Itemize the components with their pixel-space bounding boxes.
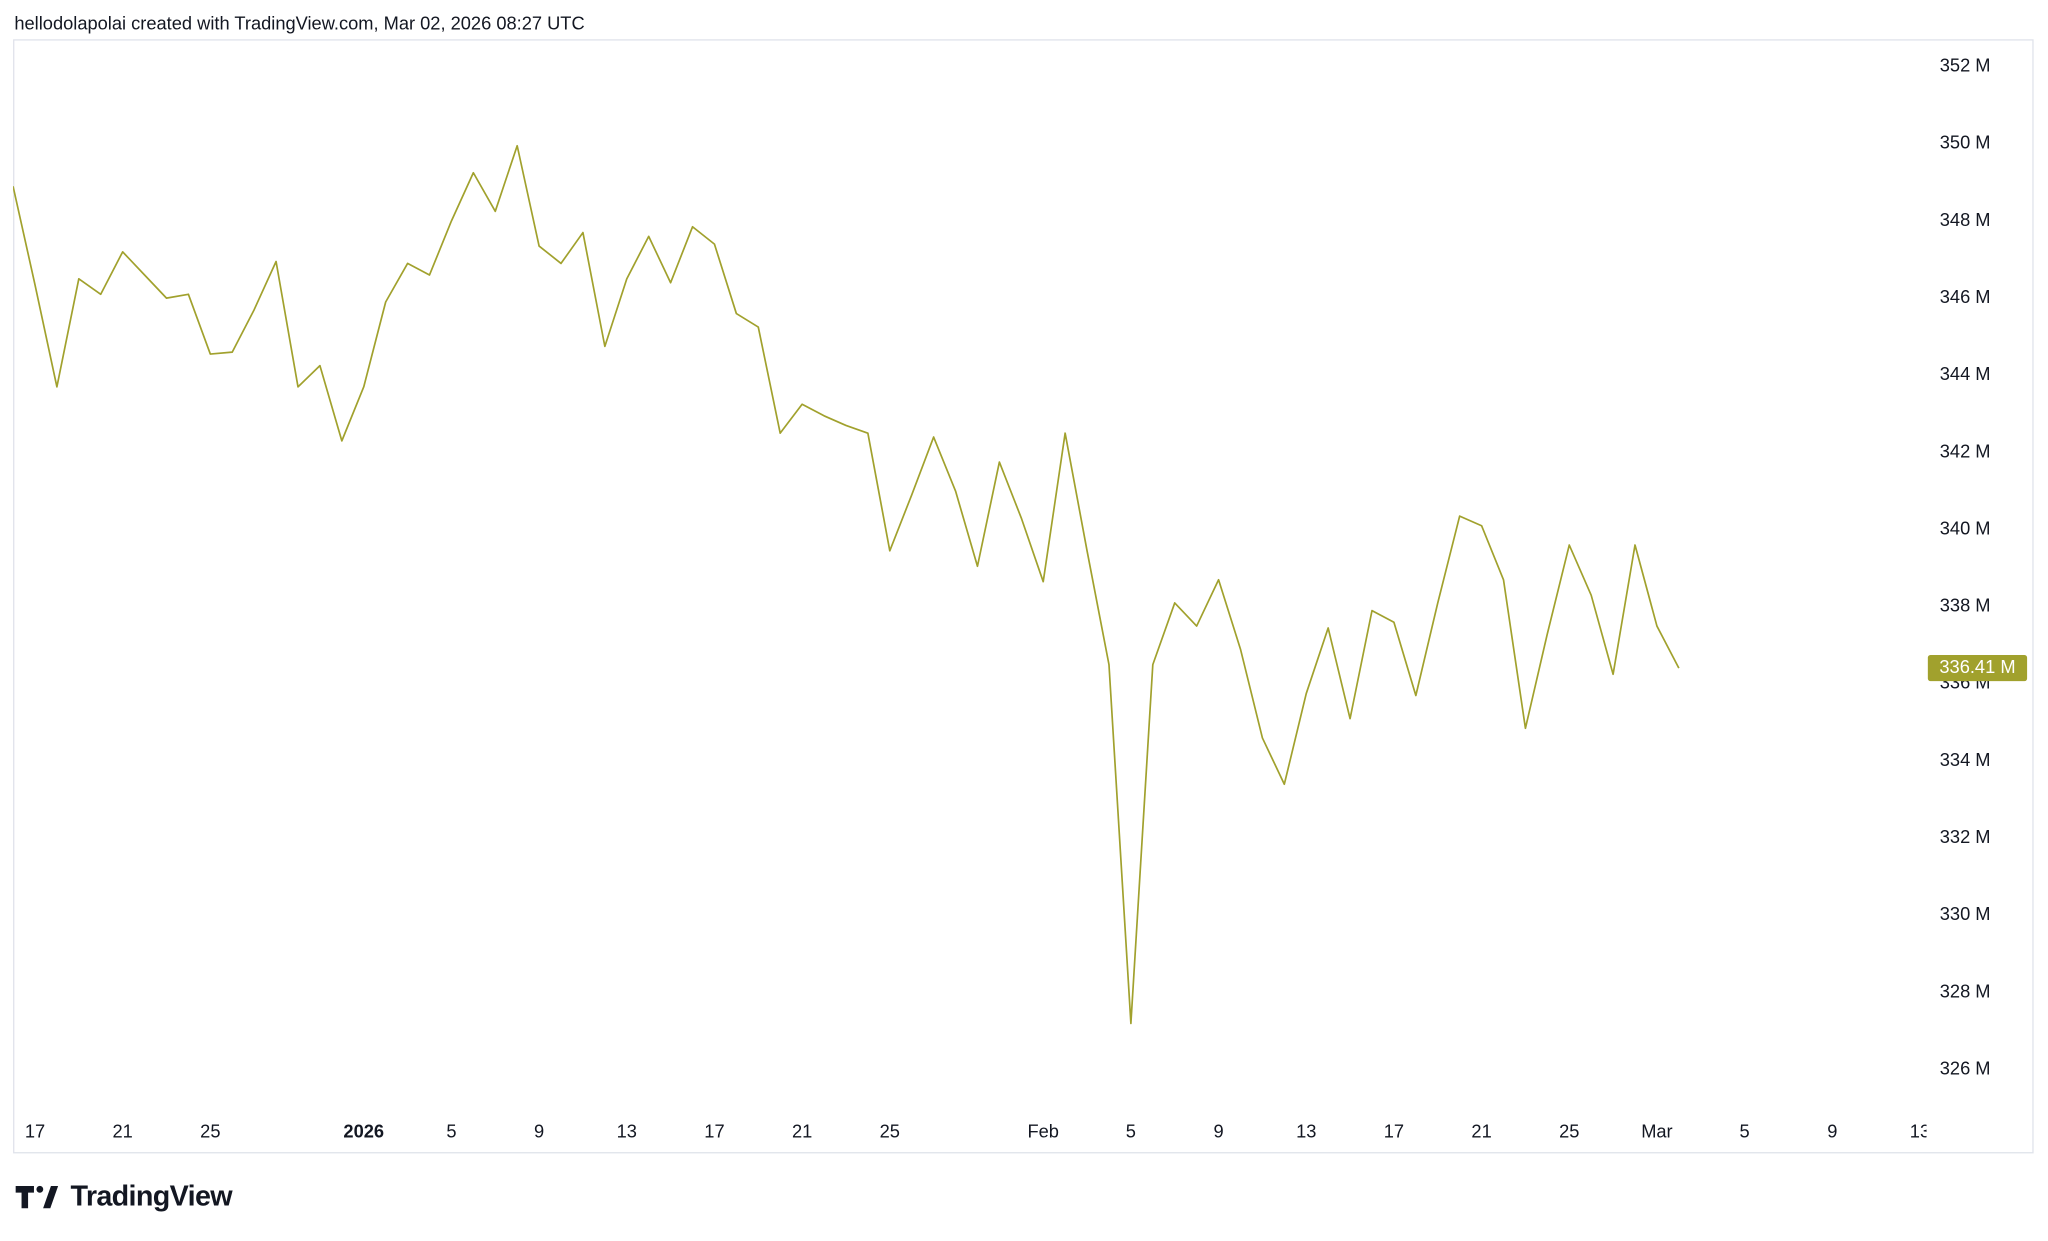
x-tick-label: 9 <box>1213 1120 1223 1141</box>
x-tick-label: 5 <box>446 1120 456 1141</box>
x-tick-label: 17 <box>704 1120 724 1141</box>
x-tick-label: 13 <box>1910 1120 1930 1141</box>
x-tick-label: 25 <box>200 1120 220 1141</box>
y-tick-label: 332 M <box>1940 826 1991 847</box>
logo-icon <box>15 1186 34 1209</box>
x-tick-label: 21 <box>1471 1120 1491 1141</box>
y-axis: 352 M 350 M 348 M 346 M 344 M 342 M 340 M 338 M… <box>1927 54 2028 1079</box>
x-tick-label: 21 <box>792 1120 812 1141</box>
y-tick-label: 326 M <box>1940 1058 1991 1079</box>
x-tick-label: 5 <box>1126 1120 1136 1141</box>
x-tick-label: 2026 <box>343 1120 384 1141</box>
y-tick-label: 344 M <box>1940 363 1991 384</box>
y-tick-label: 342 M <box>1940 440 1991 461</box>
x-tick-label: 5 <box>1740 1120 1750 1141</box>
logo-text: TradingView <box>71 1180 234 1212</box>
y-tick-label: 352 M <box>1940 54 1991 75</box>
x-tick-label: 25 <box>880 1120 900 1141</box>
logo: TradingView <box>15 1180 234 1212</box>
header-text: hellodolapolai created with TradingView.… <box>14 13 584 34</box>
x-tick-label: 17 <box>25 1120 45 1141</box>
x-tick-label: 13 <box>1296 1120 1316 1141</box>
y-tick-label: 338 M <box>1940 595 1991 616</box>
x-tick-label: 17 <box>1384 1120 1404 1141</box>
y-tick-label: 350 M <box>1940 132 1991 153</box>
last-price-tag <box>1927 655 2028 682</box>
price-line <box>13 144 1680 1025</box>
x-tick-label: Feb <box>1027 1120 1058 1141</box>
y-tick-label: 346 M <box>1940 286 1991 307</box>
x-tick-label: 9 <box>1827 1120 1837 1141</box>
x-tick-label: 13 <box>617 1120 637 1141</box>
x-tick-label: 21 <box>112 1120 132 1141</box>
x-axis: 17 21 25 2026 5 9 13 17 21 25 Feb 5 9 13 17 21 25 Mar 5 9 13 <box>25 1120 1930 1141</box>
x-tick-label: 9 <box>534 1120 544 1141</box>
last-price-label: 336.41 M <box>1939 656 2015 677</box>
y-tick-label: 334 M <box>1940 749 1991 770</box>
logo-icon <box>43 1186 59 1209</box>
y-tick-label: 328 M <box>1940 980 1991 1001</box>
chart-border <box>13 39 2034 1154</box>
x-tick-label: Mar <box>1641 1120 1672 1141</box>
logo-icon <box>36 1185 44 1193</box>
x-tick-label: 25 <box>1559 1120 1579 1141</box>
y-tick-label: 330 M <box>1940 903 1991 924</box>
plot-area <box>13 144 1680 1025</box>
y-tick-label: 348 M <box>1940 209 1991 230</box>
y-tick-label: 340 M <box>1940 517 1991 538</box>
